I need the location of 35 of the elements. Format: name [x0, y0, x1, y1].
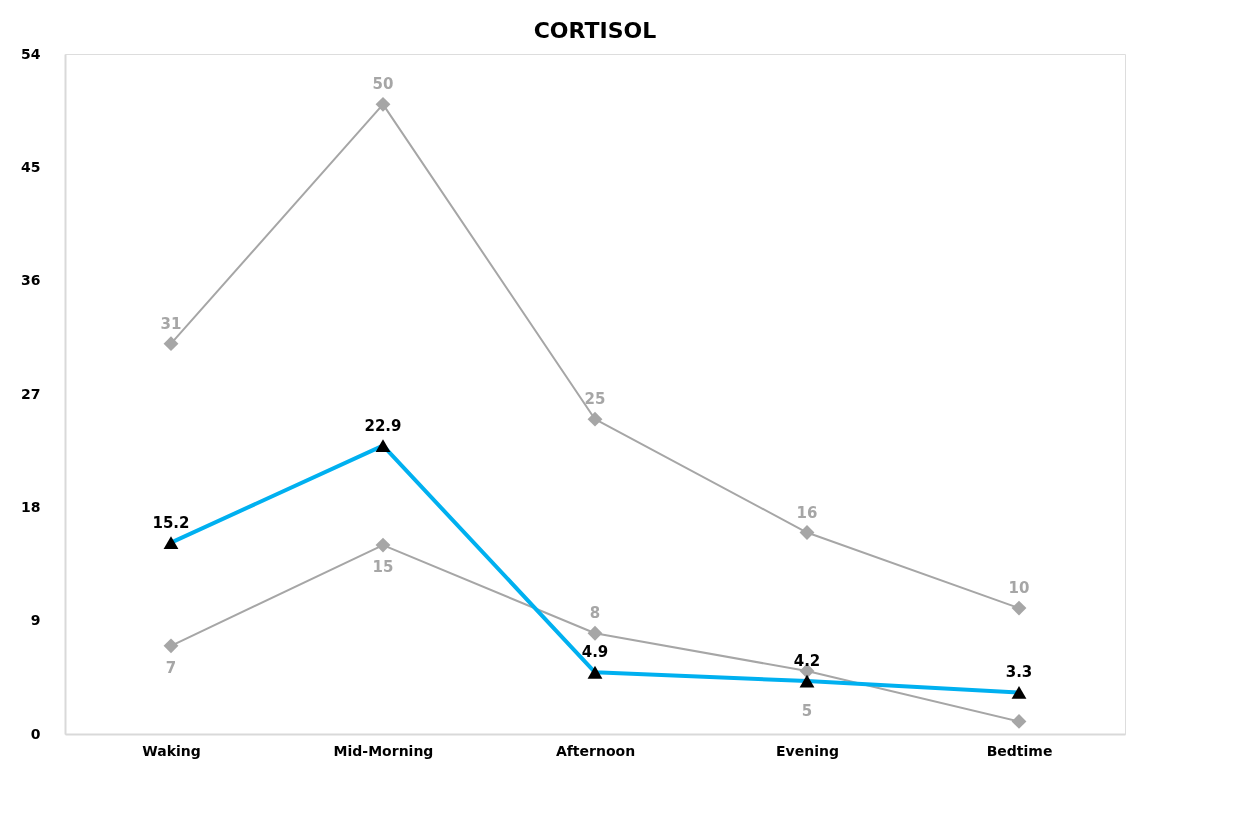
x-tick-label: Mid-Morning	[333, 742, 434, 759]
data-label: 3.3	[1005, 663, 1033, 682]
point	[163, 336, 179, 352]
data-label: 5	[801, 702, 813, 721]
data-label: 50	[372, 75, 394, 94]
data-label: 25	[584, 390, 606, 409]
x-tick-label: Afternoon	[555, 742, 636, 759]
point	[1011, 600, 1027, 616]
data-label: 15	[372, 558, 394, 577]
data-label: 16	[796, 503, 818, 522]
data-label: 4.2	[793, 652, 821, 671]
x-tick-label: Evening	[776, 742, 839, 759]
y-tick-label: 36	[21, 272, 41, 289]
point	[375, 96, 391, 112]
point	[375, 537, 391, 553]
point	[587, 625, 603, 641]
point	[163, 638, 179, 654]
data-label: 10	[1008, 579, 1030, 598]
point	[587, 411, 603, 427]
data-label: 4.9	[581, 643, 609, 662]
y-tick-label: 27	[21, 385, 41, 402]
data-label: 7	[165, 658, 177, 677]
x-tick-label: Waking	[142, 742, 201, 759]
y-tick-label: 18	[21, 498, 41, 515]
data-label: 22.9	[364, 416, 402, 435]
chart-title: CORTISOL	[533, 18, 657, 43]
data-label: 31	[160, 314, 182, 333]
data-label: 15.2	[152, 513, 190, 532]
x-tick-label: Bedtime	[986, 742, 1053, 759]
y-tick-label: 0	[30, 725, 41, 742]
y-tick-label: 9	[30, 612, 41, 629]
data-label: 8	[589, 604, 601, 623]
point	[1011, 713, 1027, 729]
y-tick-label: 45	[21, 158, 41, 175]
y-tick-label: 54	[21, 45, 41, 62]
